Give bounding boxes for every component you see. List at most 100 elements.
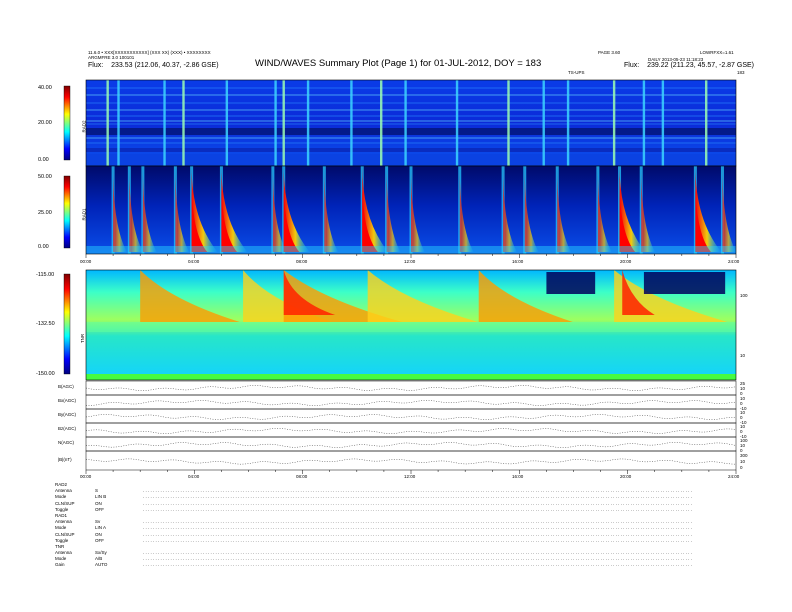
rad1-burst-core [619, 190, 636, 252]
rad1-burst [324, 166, 339, 252]
rad2-burst [705, 80, 708, 166]
footer-dot-leader: . . . . . . . . . . . . . . . . . . . . … [143, 500, 692, 506]
rad1-burst-core [362, 190, 378, 252]
trace-label-bz: Bz(AGC) [58, 426, 76, 431]
rad1-tick-top: 50.00 [38, 174, 52, 180]
footer-row-label: Gain [55, 562, 65, 568]
footer-row-value: ON [95, 500, 102, 506]
rad2-burst [507, 80, 510, 166]
header-left-flux: Flux: 233.53 (212.06, 40.37, -2.86 GSE) [88, 62, 219, 69]
trace-label-bx: Bx(AGC) [58, 398, 76, 403]
trace-line [85, 428, 737, 434]
page-title: WIND/WAVES Summary Plot (Page 1) for 01-… [255, 58, 542, 69]
time-tick-label: 04:00 [188, 259, 200, 264]
tnr-burst-feature [367, 270, 479, 322]
footer-row-label: Toggle [55, 506, 69, 512]
footer-row-label: Mode [55, 525, 67, 531]
rad1-burst [175, 166, 190, 252]
tnr-burst-feature [140, 270, 240, 322]
footer-row-label: Antenna [55, 519, 72, 525]
footer-rad2-title: RAD2 [55, 482, 68, 487]
trace-right-tick: 0 [740, 448, 743, 453]
header-left-flux-label: Flux: [88, 62, 104, 69]
tnr-tick-mid: -132.50 [36, 321, 55, 327]
footer-row-label: CLN/SUP [55, 531, 75, 537]
footer-row-label: Antenna [55, 488, 72, 494]
footer-row-label: Mode [55, 556, 67, 562]
trace-line [85, 458, 737, 465]
header-right-flux: Flux: 239.22 (211.23, 45.57, -2.87 GSE) [624, 62, 754, 69]
rad2-burst [542, 80, 545, 166]
footer-row: Mode LIN B . . . . . . . . . . . . . . . .… [55, 494, 745, 500]
footer-row-value: LIN A [95, 525, 107, 531]
footer-row: Antenna Sv . . . . . . . . . . . . . . . .… [55, 519, 745, 525]
trace-right-tick: -10 [740, 406, 747, 411]
footer-row-value: OFF [95, 537, 104, 543]
rad1-burst [722, 166, 737, 252]
trace-right-tick: 0 [740, 429, 743, 434]
rad2-burst [404, 80, 407, 166]
tnr-label: TNR [80, 333, 86, 344]
rad2-burst [306, 80, 310, 166]
rad2-burst [117, 80, 120, 166]
trace-panels [85, 380, 737, 471]
trace-line [85, 414, 737, 420]
trace-frame [85, 408, 737, 424]
rad2-spectrogram [86, 80, 736, 166]
rad2-colorbar [63, 85, 71, 161]
rad2-burst [350, 80, 353, 166]
footer-row-label: CLN/SUP [55, 500, 75, 506]
footer-row-value: Sx/Sy [95, 550, 107, 556]
rad1-colorbar [63, 175, 71, 249]
time-tick-label-bottom: 00:00 [80, 474, 92, 479]
trace-right-tick: 300 [740, 453, 748, 458]
rad1-burst [557, 166, 572, 252]
trace-line [85, 400, 737, 406]
rad1-burst [597, 166, 612, 252]
footer-row: Mode A/B . . . . . . . . . . . . . . . . .… [55, 556, 745, 562]
rad1-label: RAD1 [81, 208, 87, 221]
footer-row: Toggle OFF . . . . . . . . . . . . . . . .… [55, 507, 745, 513]
footer-dot-leader: . . . . . . . . . . . . . . . . . . . . … [143, 562, 692, 568]
rad1-burst [503, 166, 518, 252]
footer-dot-leader: . . . . . . . . . . . . . . . . . . . . … [143, 494, 692, 500]
header-left-flux-value: 233.53 (212.06, 40.37, -2.86 GSE) [111, 62, 219, 69]
trace-label-by: By(AGC) [58, 412, 76, 417]
footer-dot-leader: . . . . . . . . . . . . . . . . . . . . … [143, 556, 692, 562]
tnr-strong-feature [283, 270, 336, 315]
trace-right-tick: 25 [740, 381, 746, 386]
rad1-baseline [86, 246, 736, 254]
trace-label-absb: |B|(nT) [58, 457, 72, 462]
footer-row-value: Sv [95, 519, 101, 525]
footer-rad1-title: RAD1 [55, 512, 68, 518]
trace-frame [85, 436, 737, 452]
footer-dot-leader: . . . . . . . . . . . . . . . . . . . . … [143, 525, 692, 531]
rad2-tick-bot: 0.00 [38, 157, 49, 163]
rad1-burst [619, 166, 646, 252]
trace-right-tick: 0 [740, 415, 743, 420]
footer-rad2-title-row: RAD2 [55, 482, 745, 488]
trace-right-tick: 0 [740, 465, 743, 470]
rad1-tick-mid: 25.00 [38, 210, 52, 216]
rad2-tick-mid: 20.00 [38, 120, 52, 126]
trace-line [85, 442, 737, 448]
header-right-flux-label: Flux: [624, 62, 640, 69]
trace-label-b: B(AGC) [58, 384, 74, 389]
trace-right-tick: 10 [740, 410, 746, 415]
tnr-band [86, 322, 736, 332]
tnr-dark-patch [643, 272, 726, 294]
rad2-burst [163, 80, 166, 166]
rad2-burst [225, 80, 229, 166]
footer-tnr-title: TNR [55, 543, 65, 549]
rad1-burst-core [191, 190, 208, 252]
trace-right-tick: -10 [740, 434, 747, 439]
footer-row-value: ON [95, 531, 102, 537]
footer-row-value: A/B [95, 556, 103, 562]
trace-right-tick: 10 [740, 424, 746, 429]
header-right-line2b: LOWRFXX=1.61 [700, 50, 734, 55]
footer-row: CLN/SUP ON . . . . . . . . . . . . . . . .… [55, 532, 745, 538]
footer-row-label: Antenna [55, 550, 72, 556]
rad1-burst-core [221, 190, 238, 252]
footer-rad1-title-row: RAD1 [55, 513, 745, 519]
rad2-tick-top: 40.00 [38, 85, 52, 91]
